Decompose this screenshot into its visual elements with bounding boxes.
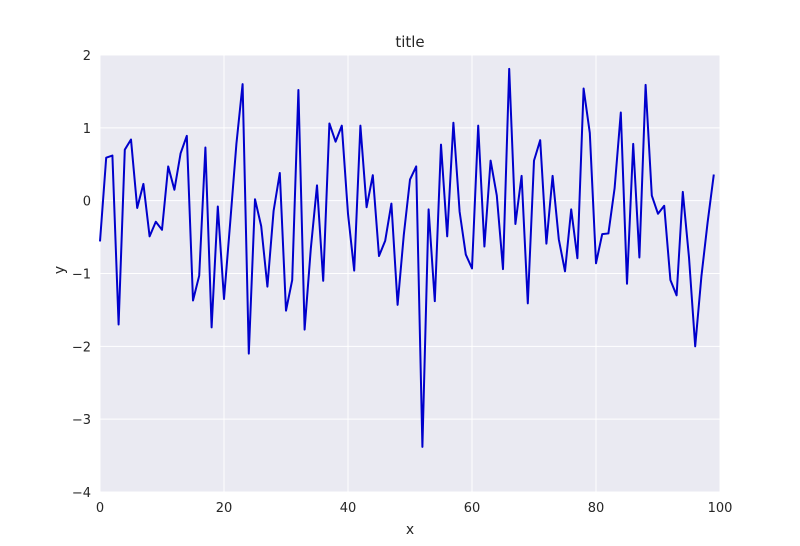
y-tick-label: −2 xyxy=(72,340,91,355)
x-tick-labels: 0 20 40 60 80 100 xyxy=(96,501,733,516)
series-line-0 xyxy=(99,67,715,448)
chart-title: title xyxy=(395,33,424,51)
x-tick-label: 0 xyxy=(96,501,104,516)
y-axis-label: y xyxy=(52,266,68,274)
x-tick-label: 80 xyxy=(588,501,605,516)
y-tick-label: −4 xyxy=(72,486,91,501)
y-tick-label: 0 xyxy=(83,195,91,210)
y-tick-labels: −4 −3 −2 −1 0 1 2 xyxy=(72,49,91,501)
x-tick-label: 100 xyxy=(708,501,733,516)
y-tick-label: −3 xyxy=(72,413,91,428)
y-tick-label: 1 xyxy=(83,122,91,137)
y-tick-label: 2 xyxy=(83,49,91,64)
x-axis-label: x xyxy=(406,522,414,538)
x-tick-label: 40 xyxy=(340,501,357,516)
x-tick-label: 20 xyxy=(216,501,233,516)
x-tick-label: 60 xyxy=(464,501,481,516)
grid-lines xyxy=(99,54,721,493)
series-layer xyxy=(99,67,715,448)
y-tick-label: −1 xyxy=(72,268,91,283)
